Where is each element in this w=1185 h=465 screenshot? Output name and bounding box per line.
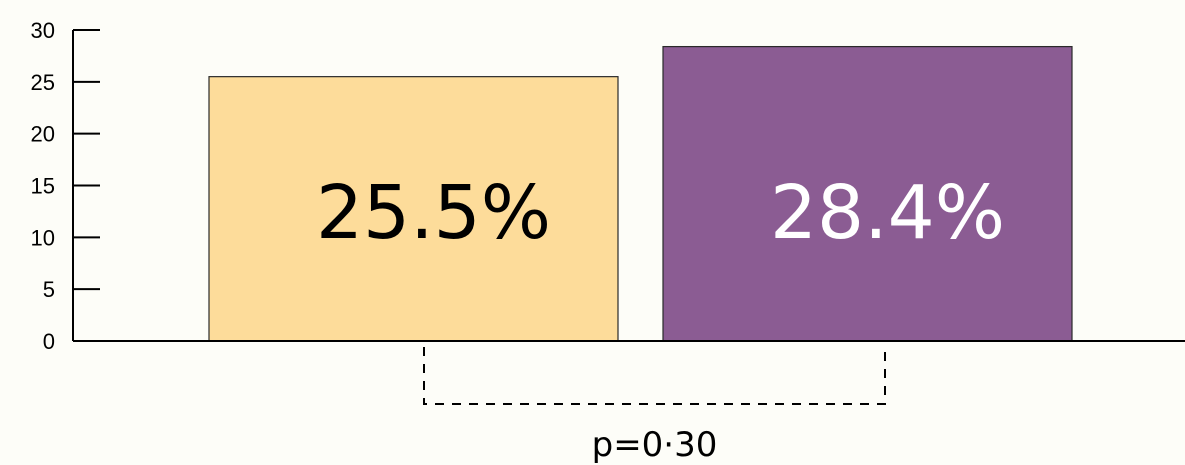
y-tick-label: 15 xyxy=(31,174,55,199)
bar xyxy=(208,76,619,342)
y-tick-label: 25 xyxy=(31,70,55,95)
bar xyxy=(662,45,1073,342)
bar-value-label: 25.5% xyxy=(316,170,551,256)
bar-value-label: 28.4% xyxy=(770,170,1005,256)
significance-bracket xyxy=(423,347,886,405)
y-tick-label: 30 xyxy=(31,18,55,43)
p-value-annotation: p=0·30 xyxy=(592,425,718,465)
y-tick-label: 0 xyxy=(43,329,55,354)
bar-value-labels: 25.5% 28.4% xyxy=(316,170,1005,256)
bracket-line xyxy=(423,347,886,405)
bars xyxy=(208,45,1073,342)
y-tick-label: 10 xyxy=(31,225,55,250)
y-tick-label: 20 xyxy=(31,122,55,147)
y-axis: 0 5 10 15 20 25 30 xyxy=(31,18,100,354)
y-tick-label: 5 xyxy=(43,277,55,302)
